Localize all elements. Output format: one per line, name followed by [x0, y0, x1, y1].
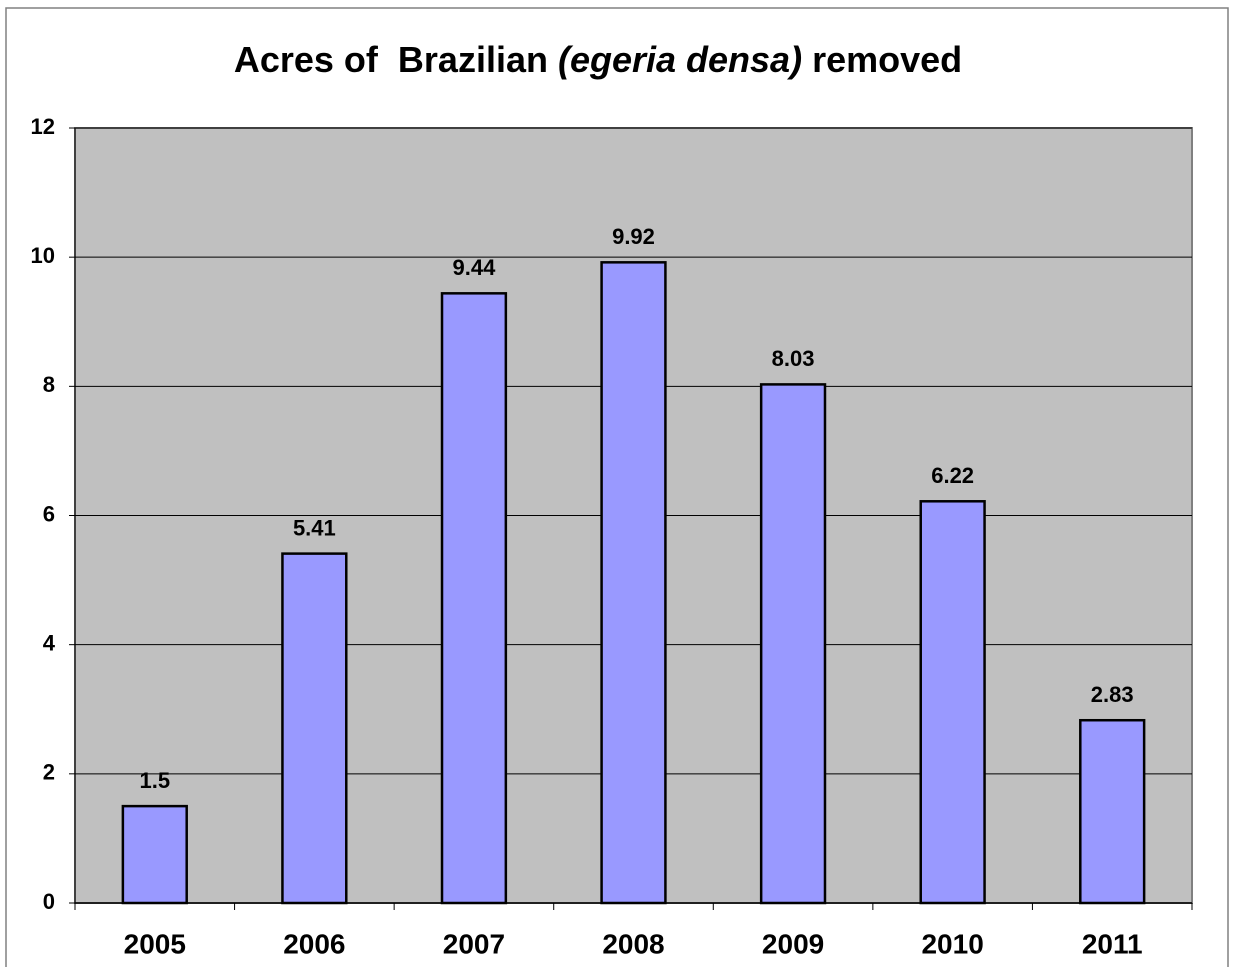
data-label: 9.92 [612, 224, 655, 249]
y-tick-label: 2 [43, 760, 55, 785]
title-part: removed [802, 39, 962, 80]
data-label: 6.22 [931, 463, 974, 488]
bar [440, 292, 508, 905]
data-label: 1.5 [139, 768, 170, 793]
x-tick-label: 2005 [124, 928, 186, 959]
bar [121, 804, 188, 905]
data-label: 5.41 [293, 515, 336, 540]
title-part: Acres of Brazilian [234, 39, 558, 80]
x-tick-label: 2009 [762, 928, 824, 959]
x-tick-label: 2007 [443, 928, 505, 959]
x-tick-label: 2008 [602, 928, 664, 959]
chart-title: Acres of Brazilian (egeria densa) remove… [234, 39, 962, 80]
y-tick-label: 6 [43, 501, 55, 526]
y-tick-label: 0 [43, 889, 55, 914]
y-tick-label: 12 [31, 114, 55, 139]
y-tick-label: 4 [43, 630, 56, 655]
data-label: 9.44 [453, 255, 497, 280]
bar [600, 261, 667, 905]
y-tick-label: 8 [43, 372, 55, 397]
bar [919, 500, 986, 905]
data-label: 2.83 [1091, 682, 1134, 707]
x-tick-label: 2006 [283, 928, 345, 959]
bar [1079, 718, 1146, 905]
y-tick-label: 10 [31, 243, 55, 268]
data-label: 8.03 [772, 346, 815, 371]
title-part: (egeria densa) [558, 39, 802, 80]
bar [281, 552, 348, 905]
x-tick-label: 2011 [1082, 928, 1143, 959]
x-tick-label: 2010 [921, 928, 983, 959]
bar [759, 383, 827, 905]
